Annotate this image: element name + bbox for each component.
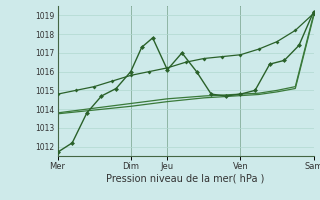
X-axis label: Pression niveau de la mer( hPa ): Pression niveau de la mer( hPa )	[107, 173, 265, 183]
